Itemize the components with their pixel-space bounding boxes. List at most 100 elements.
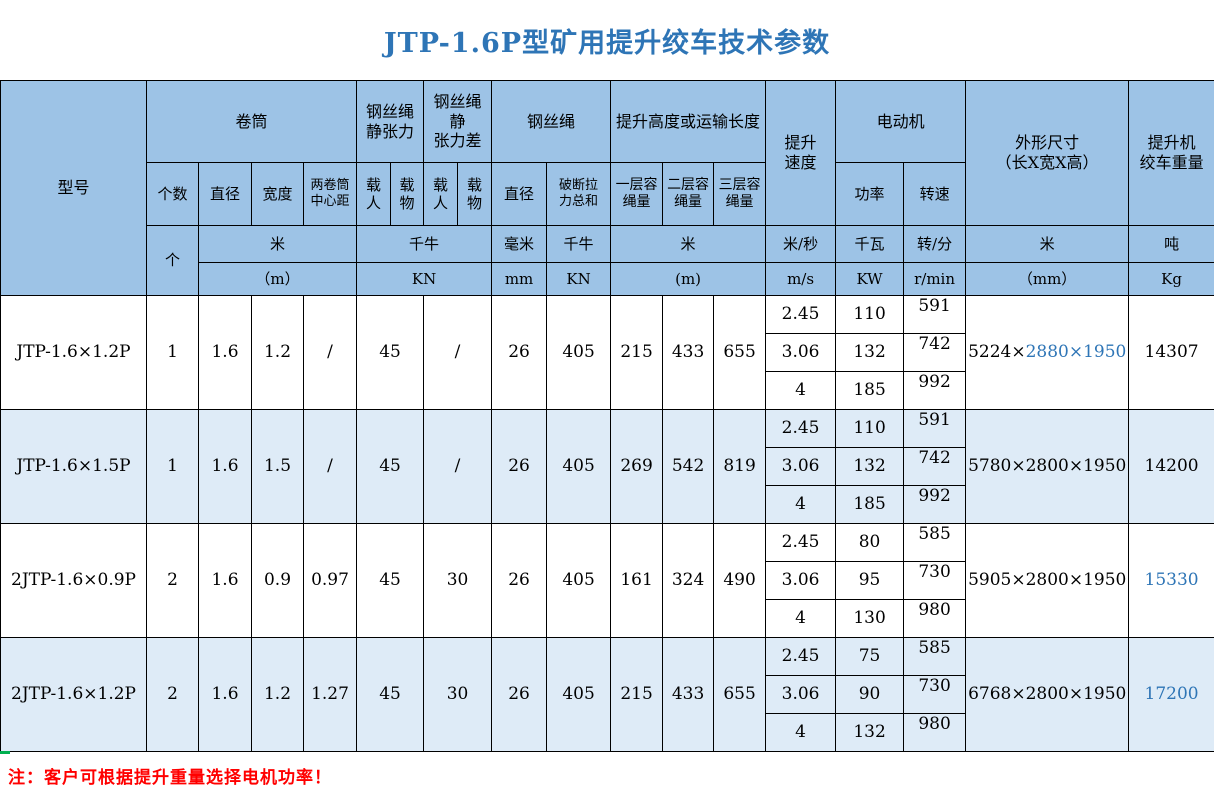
unit-speed-cn: 米/秒 bbox=[765, 225, 837, 263]
col-header-tension-diff: 钢丝绳静 张力差 bbox=[423, 80, 493, 163]
cell-center-distance: / bbox=[302, 409, 358, 524]
cell-rpm: 591 bbox=[903, 409, 967, 448]
cell-breaking-force: 405 bbox=[546, 523, 612, 638]
table-row: 4 185 992 bbox=[1, 371, 1214, 410]
cell-rpm: 992 bbox=[903, 485, 967, 524]
cell-model: JTP-1.6×1.5P bbox=[0, 409, 147, 524]
unit-rpm-en: r/min bbox=[903, 262, 967, 296]
table-row: JTP-1.6×1.2P 1 1.6 1.2 / 45 / 26 405 215… bbox=[0, 295, 1214, 410]
cell-drum-count: 2 bbox=[146, 523, 199, 638]
units-row-en: （m） KN mm KN (m) m/s KW r/min （mm） Kg bbox=[1, 262, 1214, 296]
cell-drum-count: 1 bbox=[146, 409, 199, 524]
unit-rope-d-en: mm bbox=[491, 262, 548, 296]
cell-diameter: 1.6 bbox=[198, 295, 252, 410]
cell-center-distance: 1.27 bbox=[302, 637, 358, 752]
cell-layer3: 490 bbox=[713, 523, 767, 638]
cell-model: 2JTP-1.6×1.2P bbox=[0, 637, 147, 752]
cell-layer1: 269 bbox=[610, 409, 664, 524]
cell-layer1: 215 bbox=[610, 295, 664, 410]
cell-center-distance: 0.97 bbox=[302, 523, 358, 638]
cell-power: 185 bbox=[835, 485, 905, 524]
col-header-center-distance: 两卷筒 中心距 bbox=[302, 162, 358, 226]
col-header-rpm: 转速 bbox=[903, 162, 967, 226]
col-header-diff-material: 载物 bbox=[457, 162, 493, 226]
cell-speed: 2.45 bbox=[765, 295, 837, 334]
unit-drum-en: （m） bbox=[197, 262, 358, 296]
col-header-model: 型号 bbox=[0, 80, 147, 296]
cell-width: 1.2 bbox=[251, 295, 304, 410]
cell-diameter: 1.6 bbox=[198, 409, 252, 524]
cell-dimensions: 5780×2800×1950 bbox=[965, 409, 1130, 524]
unit-drum-cn: 米 bbox=[197, 225, 358, 263]
col-header-rope-diameter: 直径 bbox=[491, 162, 548, 226]
cell-dimensions: 5905×2800×1950 bbox=[965, 523, 1130, 638]
cell-layer1: 215 bbox=[610, 637, 664, 752]
col-header-diff-manned: 载人 bbox=[423, 162, 459, 226]
unit-power-en: KW bbox=[835, 262, 905, 296]
cell-power: 132 bbox=[835, 447, 905, 486]
cell-layer2: 542 bbox=[662, 409, 715, 524]
table-row: 4 132 980 bbox=[1, 713, 1214, 752]
cell-tension-diff: 30 bbox=[423, 637, 493, 752]
cell-rpm: 591 bbox=[903, 295, 967, 334]
cell-breaking-force: 405 bbox=[546, 637, 612, 752]
cell-rope-diameter: 26 bbox=[491, 637, 548, 752]
cell-rpm: 730 bbox=[903, 675, 967, 714]
col-header-drum-count: 个数 bbox=[146, 162, 199, 226]
cell-power: 90 bbox=[835, 675, 905, 714]
cell-tension-diff: / bbox=[423, 295, 493, 410]
cell-center-distance: / bbox=[302, 295, 358, 410]
col-header-lift-speed: 提升 速度 bbox=[765, 80, 837, 226]
cell-speed: 3.06 bbox=[765, 447, 837, 486]
cell-power: 110 bbox=[835, 295, 905, 334]
table-row: 3.06 90 730 bbox=[1, 675, 1214, 714]
cell-power: 132 bbox=[835, 333, 905, 372]
cell-breaking-force: 405 bbox=[546, 295, 612, 410]
cell-width: 1.2 bbox=[251, 637, 304, 752]
unit-breaking-cn: 千牛 bbox=[546, 225, 612, 263]
col-header-motor: 电动机 bbox=[835, 80, 967, 163]
cell-rope-diameter: 26 bbox=[491, 409, 548, 524]
col-header-lift-height: 提升高度或运输长度 bbox=[610, 80, 767, 163]
cell-power: 130 bbox=[835, 599, 905, 638]
cell-model: 2JTP-1.6×0.9P bbox=[0, 523, 147, 638]
cell-width: 1.5 bbox=[251, 409, 304, 524]
cell-weight: 14307 bbox=[1128, 295, 1214, 410]
cell-speed: 3.06 bbox=[765, 333, 837, 372]
unit-power-cn: 千瓦 bbox=[835, 225, 905, 263]
cell-weight: 15330 bbox=[1128, 523, 1214, 638]
cell-power: 132 bbox=[835, 713, 905, 752]
unit-dims-en: （mm） bbox=[965, 262, 1130, 296]
unit-rope-d-cn: 毫米 bbox=[491, 225, 548, 263]
cell-weight: 17200 bbox=[1128, 637, 1214, 752]
cell-width: 0.9 bbox=[251, 523, 304, 638]
cell-layer2: 324 bbox=[662, 523, 715, 638]
unit-speed-en: m/s bbox=[765, 262, 837, 296]
col-header-power: 功率 bbox=[835, 162, 905, 226]
unit-dims-cn: 米 bbox=[965, 225, 1130, 263]
unit-rpm-cn: 转/分 bbox=[903, 225, 967, 263]
cell-speed: 4 bbox=[765, 371, 837, 410]
col-header-layer2: 二层容绳量 bbox=[662, 162, 715, 226]
cell-rpm: 980 bbox=[903, 599, 967, 638]
cell-dimensions: 5224×2880×1950 bbox=[965, 295, 1130, 410]
col-header-weight: 提升机 绞车重量 bbox=[1128, 80, 1214, 226]
col-header-static-tension: 钢丝绳 静张力 bbox=[356, 80, 425, 163]
unit-count: 个 bbox=[146, 225, 199, 296]
cell-speed: 3.06 bbox=[765, 561, 837, 600]
table-row: 2JTP-1.6×1.2P 2 1.6 1.2 1.27 45 30 26 40… bbox=[0, 637, 1214, 752]
cell-rpm: 730 bbox=[903, 561, 967, 600]
cell-layer1: 161 bbox=[610, 523, 664, 638]
table-row: 3.06 132 742 bbox=[1, 333, 1214, 372]
cell-rpm: 742 bbox=[903, 333, 967, 372]
cell-tension-diff: 30 bbox=[423, 523, 493, 638]
cell-static-tension: 45 bbox=[356, 295, 425, 410]
header-sub-row: 个数 直径 宽度 两卷筒 中心距 载人 载物 载人 载物 直径 破断拉 力总和 一层… bbox=[1, 162, 1214, 226]
units-row-cn: 个 米 千牛 毫米 千牛 米 米/秒 千瓦 转/分 米 吨 bbox=[1, 225, 1214, 296]
cell-speed: 4 bbox=[765, 485, 837, 524]
cell-dimensions: 6768×2800×1950 bbox=[965, 637, 1130, 752]
col-header-layer1: 一层容绳量 bbox=[610, 162, 664, 226]
cell-rope-diameter: 26 bbox=[491, 295, 548, 410]
cell-layer3: 819 bbox=[713, 409, 767, 524]
cell-static-tension: 45 bbox=[356, 409, 425, 524]
